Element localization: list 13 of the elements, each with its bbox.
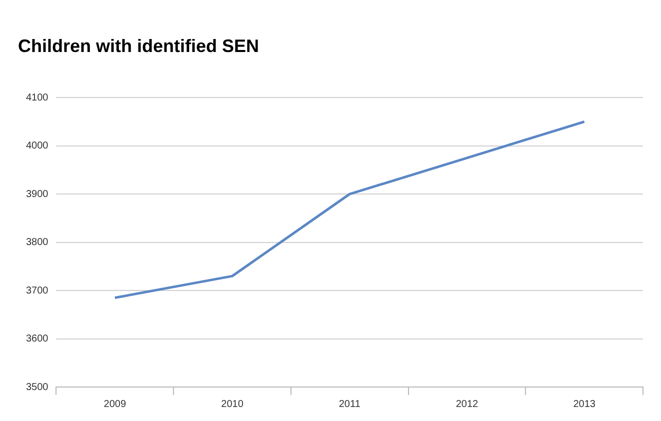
y-tick-label: 4000 <box>26 140 49 152</box>
x-tick-label: 2009 <box>104 398 126 410</box>
y-tick-label: 3900 <box>26 188 49 200</box>
y-tick-label: 3600 <box>26 334 49 345</box>
x-tick-label: 2012 <box>456 398 479 410</box>
x-tick-label: 2011 <box>338 398 361 410</box>
y-tick-label: 3700 <box>26 285 49 296</box>
x-tick-label: 2010 <box>221 398 244 410</box>
y-tick-label: 3500 <box>26 382 49 393</box>
chart-title: Children with identified SEN <box>18 36 260 56</box>
y-tick-label: 3800 <box>26 237 49 248</box>
x-tick-label: 2013 <box>573 398 596 410</box>
y-tick-label: 4100 <box>26 92 49 104</box>
